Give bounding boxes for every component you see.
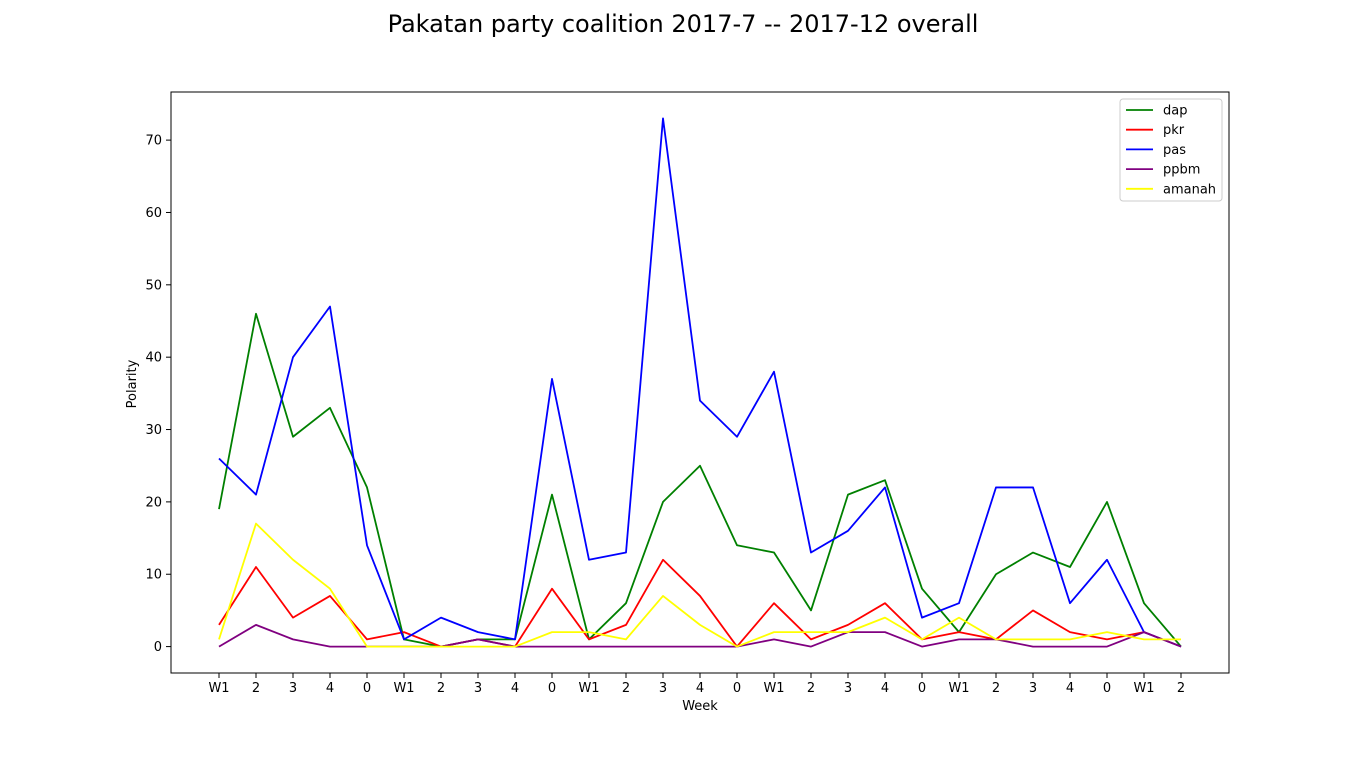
series-line-pas	[218, 117, 1182, 648]
x-tick-label: 0	[548, 681, 556, 696]
x-tick-label: W1	[578, 681, 599, 696]
legend-label-pkr: pkr	[1163, 123, 1185, 138]
x-tick-label: 4	[511, 681, 519, 696]
x-tick-label: 2	[992, 681, 1000, 696]
x-tick-label: 3	[1029, 681, 1037, 696]
x-tick-label: 3	[289, 681, 297, 696]
x-tick-label: W1	[1133, 681, 1154, 696]
y-tick-label: 40	[145, 351, 162, 366]
x-tick-label: 2	[1177, 681, 1185, 696]
y-tick-label: 10	[145, 568, 162, 583]
x-tick-label: 4	[1066, 681, 1074, 696]
x-tick-label: 3	[474, 681, 482, 696]
series-line-pkr	[218, 558, 1182, 648]
y-tick-label: 70	[145, 134, 162, 149]
series-layer	[218, 117, 1182, 648]
y-tick-label: 0	[154, 640, 162, 655]
x-axis: W1 2 3 4 0 W1 2 3 4 0 W1 2 3 4 0 W1 2 3 4 0 W1 2 3 4 0 W1 2	[208, 673, 1185, 696]
x-tick-label: 0	[363, 681, 371, 696]
y-tick-label: 30	[145, 423, 162, 438]
x-axis-label: Week	[682, 699, 718, 714]
x-tick-label: 2	[437, 681, 445, 696]
x-tick-label: 3	[844, 681, 852, 696]
legend: dap pkr pas ppbm amanah	[1119, 98, 1223, 202]
x-tick-label: 2	[622, 681, 630, 696]
chart-title: Pakatan party coalition 2017-7 -- 2017-1…	[387, 10, 979, 38]
x-tick-label: 3	[659, 681, 667, 696]
series-line-amanah	[218, 522, 1181, 648]
x-tick-label: W1	[948, 681, 969, 696]
x-tick-label: 0	[733, 681, 741, 696]
legend-label-ppbm: ppbm	[1163, 163, 1200, 178]
y-axis: 0 10 20 30 40 50 60 70	[145, 134, 171, 655]
x-tick-label: 4	[696, 681, 704, 696]
legend-label-amanah: amanah	[1163, 182, 1216, 197]
x-tick-label: 0	[1103, 681, 1111, 696]
x-tick-label: 4	[326, 681, 334, 696]
y-tick-label: 20	[145, 495, 162, 510]
y-axis-label: Polarity	[125, 359, 140, 408]
legend-label-dap: dap	[1163, 104, 1187, 119]
legend-box	[1119, 98, 1223, 202]
x-tick-label: W1	[763, 681, 784, 696]
x-tick-label: 2	[252, 681, 260, 696]
x-tick-label: W1	[393, 681, 414, 696]
x-tick-label: 2	[807, 681, 815, 696]
y-tick-label: 50	[145, 278, 162, 293]
series-line-dap	[218, 312, 1182, 648]
plot-frame	[170, 91, 1230, 674]
y-tick-label: 60	[145, 206, 162, 221]
x-tick-label: 0	[918, 681, 926, 696]
x-tick-label: 4	[881, 681, 889, 696]
x-tick-label: W1	[208, 681, 229, 696]
legend-label-pas: pas	[1163, 143, 1186, 158]
